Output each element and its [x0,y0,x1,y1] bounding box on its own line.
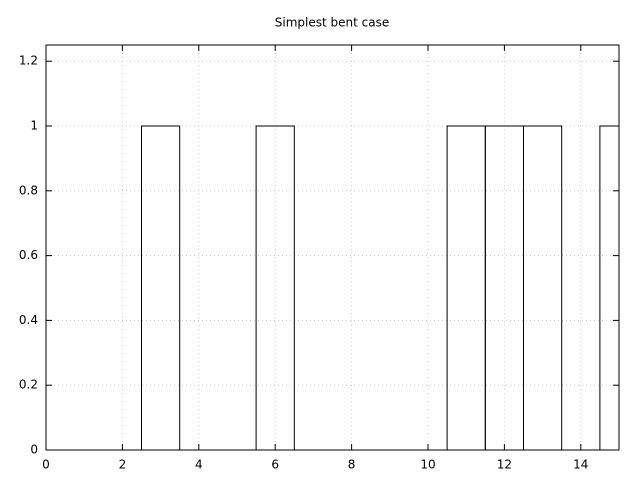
plot-border [45,44,620,451]
x-tick-label: 0 [42,458,50,472]
y-tick-label: 0.6 [19,248,38,262]
y-tick-label: 1.2 [19,54,38,68]
y-tick-label: 0 [30,443,38,457]
y-tick-label: 0.2 [19,378,38,392]
x-tick-label: 6 [271,458,279,472]
bar [141,125,181,450]
bar [255,125,295,450]
bar [599,125,619,450]
x-tick-label: 4 [195,458,203,472]
chart-title: Simplest bent case [275,16,389,30]
x-tick-label: 2 [119,458,127,472]
x-tick-label: 12 [497,458,512,472]
bar [523,125,563,450]
x-tick-label: 10 [420,458,435,472]
x-tick-label: 14 [573,458,588,472]
y-tick-label: 1 [30,119,38,133]
grid [45,45,619,451]
bar [446,125,486,450]
y-tick-label: 0.4 [19,313,38,327]
x-tick-label: 8 [348,458,356,472]
bars [141,125,619,450]
y-tick-label: 0.8 [19,183,38,197]
